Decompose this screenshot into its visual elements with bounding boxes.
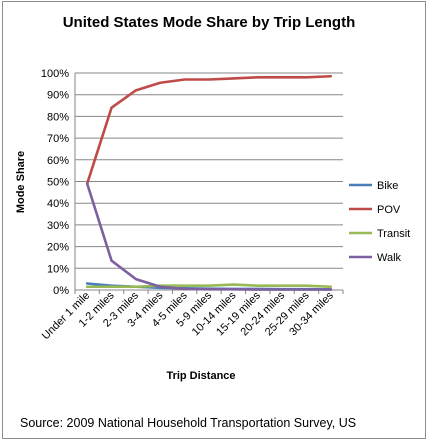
source-note: Source: 2009 National Household Transpor…	[20, 416, 356, 430]
series-line-pov	[85, 74, 333, 185]
series-line-walk	[85, 182, 333, 291]
y-tick-label: 80%	[47, 111, 69, 123]
y-tick-label: 50%	[47, 177, 69, 189]
series-lines	[85, 74, 333, 291]
gridlines	[75, 72, 343, 269]
y-tick-label: 70%	[47, 133, 69, 145]
y-tick-label: 60%	[47, 155, 69, 167]
legend: Bike POV Transit Walk	[349, 180, 410, 264]
y-tick-labels: 0% 10% 20% 30% 40% 50% 60% 70% 80% 90% 100%	[41, 68, 69, 297]
legend-label: Bike	[377, 180, 398, 192]
chart-title: United States Mode Share by Trip Length	[63, 14, 356, 31]
legend-label: POV	[377, 204, 401, 216]
y-tick-label: 20%	[47, 242, 69, 254]
y-tick-label: 100%	[41, 68, 69, 80]
y-tick-label: 40%	[47, 198, 69, 210]
y-axis-label: Mode Share	[15, 151, 27, 213]
y-tick-label: 10%	[47, 263, 69, 275]
x-axis-label: Trip Distance	[166, 370, 235, 382]
y-tick-label: 90%	[47, 90, 69, 102]
chart-frame	[2, 1, 426, 439]
y-tick-label: 30%	[47, 220, 69, 232]
y-tick-label: 0%	[53, 285, 69, 297]
legend-label: Walk	[377, 252, 402, 264]
series-line-transit	[85, 283, 333, 289]
legend-label: Transit	[377, 228, 410, 240]
